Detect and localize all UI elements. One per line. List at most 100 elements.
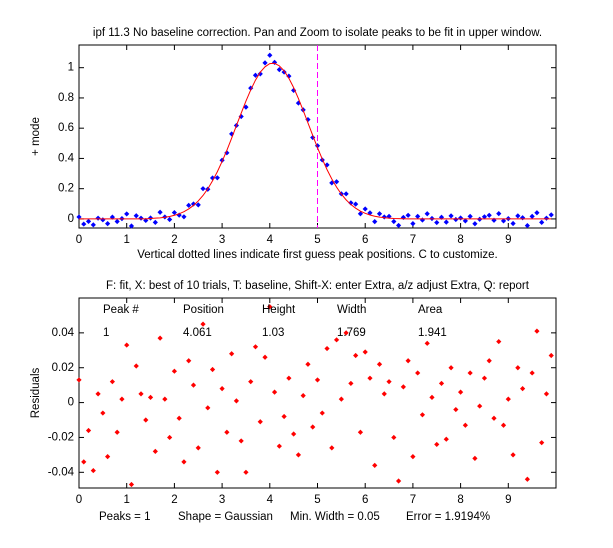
x-tick-label: 0 [76,494,82,506]
axes-box [78,297,557,489]
y-tick-label: 0 [68,213,74,225]
data-point [438,380,445,387]
x-tick-label: 4 [267,494,274,506]
data-point [271,389,278,395]
data-point [176,415,182,421]
data-point [95,391,101,397]
data-point [515,365,521,371]
x-tick-label: 7 [410,494,416,506]
table-header: Position [183,304,224,316]
data-point [219,386,225,392]
footer-text: Shape = Gaussian [178,511,273,523]
data-point [353,352,359,359]
data-point [214,469,220,475]
data-point [295,452,302,458]
data-point [520,386,526,392]
data-point [85,427,92,434]
data-point [157,335,163,341]
data-point [472,221,478,227]
data-point [367,210,373,216]
data-point [386,379,392,385]
data-point [410,454,416,460]
data-point [114,218,120,225]
y-axis-label: + mode [30,117,42,156]
data-point [305,116,311,123]
data-point [481,214,488,220]
data-point [76,214,82,220]
data-point [195,445,201,451]
data-point [472,455,478,461]
data-point [85,218,92,224]
data-point [295,100,302,106]
data-point [453,216,459,223]
data-point [448,213,454,219]
data-point [128,481,135,488]
data-point [157,209,163,215]
data-point [133,363,139,369]
data-point [200,186,206,192]
data-point [276,443,282,449]
table-cell: 1.03 [262,327,284,339]
data-point [539,440,545,446]
data-point [429,394,435,400]
x-tick-label: 5 [314,234,320,246]
x-tick-label: 6 [362,234,368,246]
table-cell: 4.061 [183,327,212,339]
data-point [534,210,540,216]
data-point [90,222,96,228]
data-point [95,215,101,221]
data-point [524,476,530,482]
data-point [119,396,125,402]
data-point [162,396,168,402]
data-point [152,448,158,454]
data-point [548,352,554,359]
data-point [181,214,187,220]
data-point [405,212,411,218]
data-point [333,179,340,185]
y-tick-label: 0.04 [52,327,75,339]
y-tick-label: 0.02 [52,362,74,374]
table-cell: 1.769 [337,327,366,339]
data-point [333,337,340,343]
data-point [343,330,349,336]
data-point [167,216,173,223]
data-point [100,410,106,416]
data-point [233,398,240,404]
data-point [467,370,473,376]
data-point [424,211,430,217]
data-point [362,206,368,212]
y-axis-label: Residuals [30,368,42,419]
data-point [353,201,359,207]
x-tick-label: 9 [505,234,511,246]
data-point [90,467,96,474]
data-point [381,391,387,397]
data-point [534,328,540,334]
y-tick-label: 0.4 [58,152,75,164]
data-point [209,366,216,373]
data-point [462,218,468,224]
data-point [224,429,230,435]
data-point [458,389,464,395]
data-point [486,358,492,364]
data-point [529,213,535,219]
data-point [262,60,268,66]
data-point [291,87,297,93]
data-point [343,191,349,197]
data-point [510,220,516,227]
x-tick-label: 4 [267,234,274,246]
data-point [186,358,192,364]
x-tick-label: 7 [410,234,416,246]
data-point [443,219,449,225]
y-tick-label: 0.2 [58,183,74,195]
data-point [500,218,507,224]
data-point [458,215,464,221]
data-point [467,213,473,219]
data-point [415,213,421,219]
data-point [147,394,154,400]
data-point [319,410,325,416]
data-point [539,219,545,226]
x-axis-label: Vertical dotted lines indicate first gue… [137,249,498,261]
fit-line [79,62,552,220]
data-point [186,202,192,208]
data-point [314,377,321,383]
